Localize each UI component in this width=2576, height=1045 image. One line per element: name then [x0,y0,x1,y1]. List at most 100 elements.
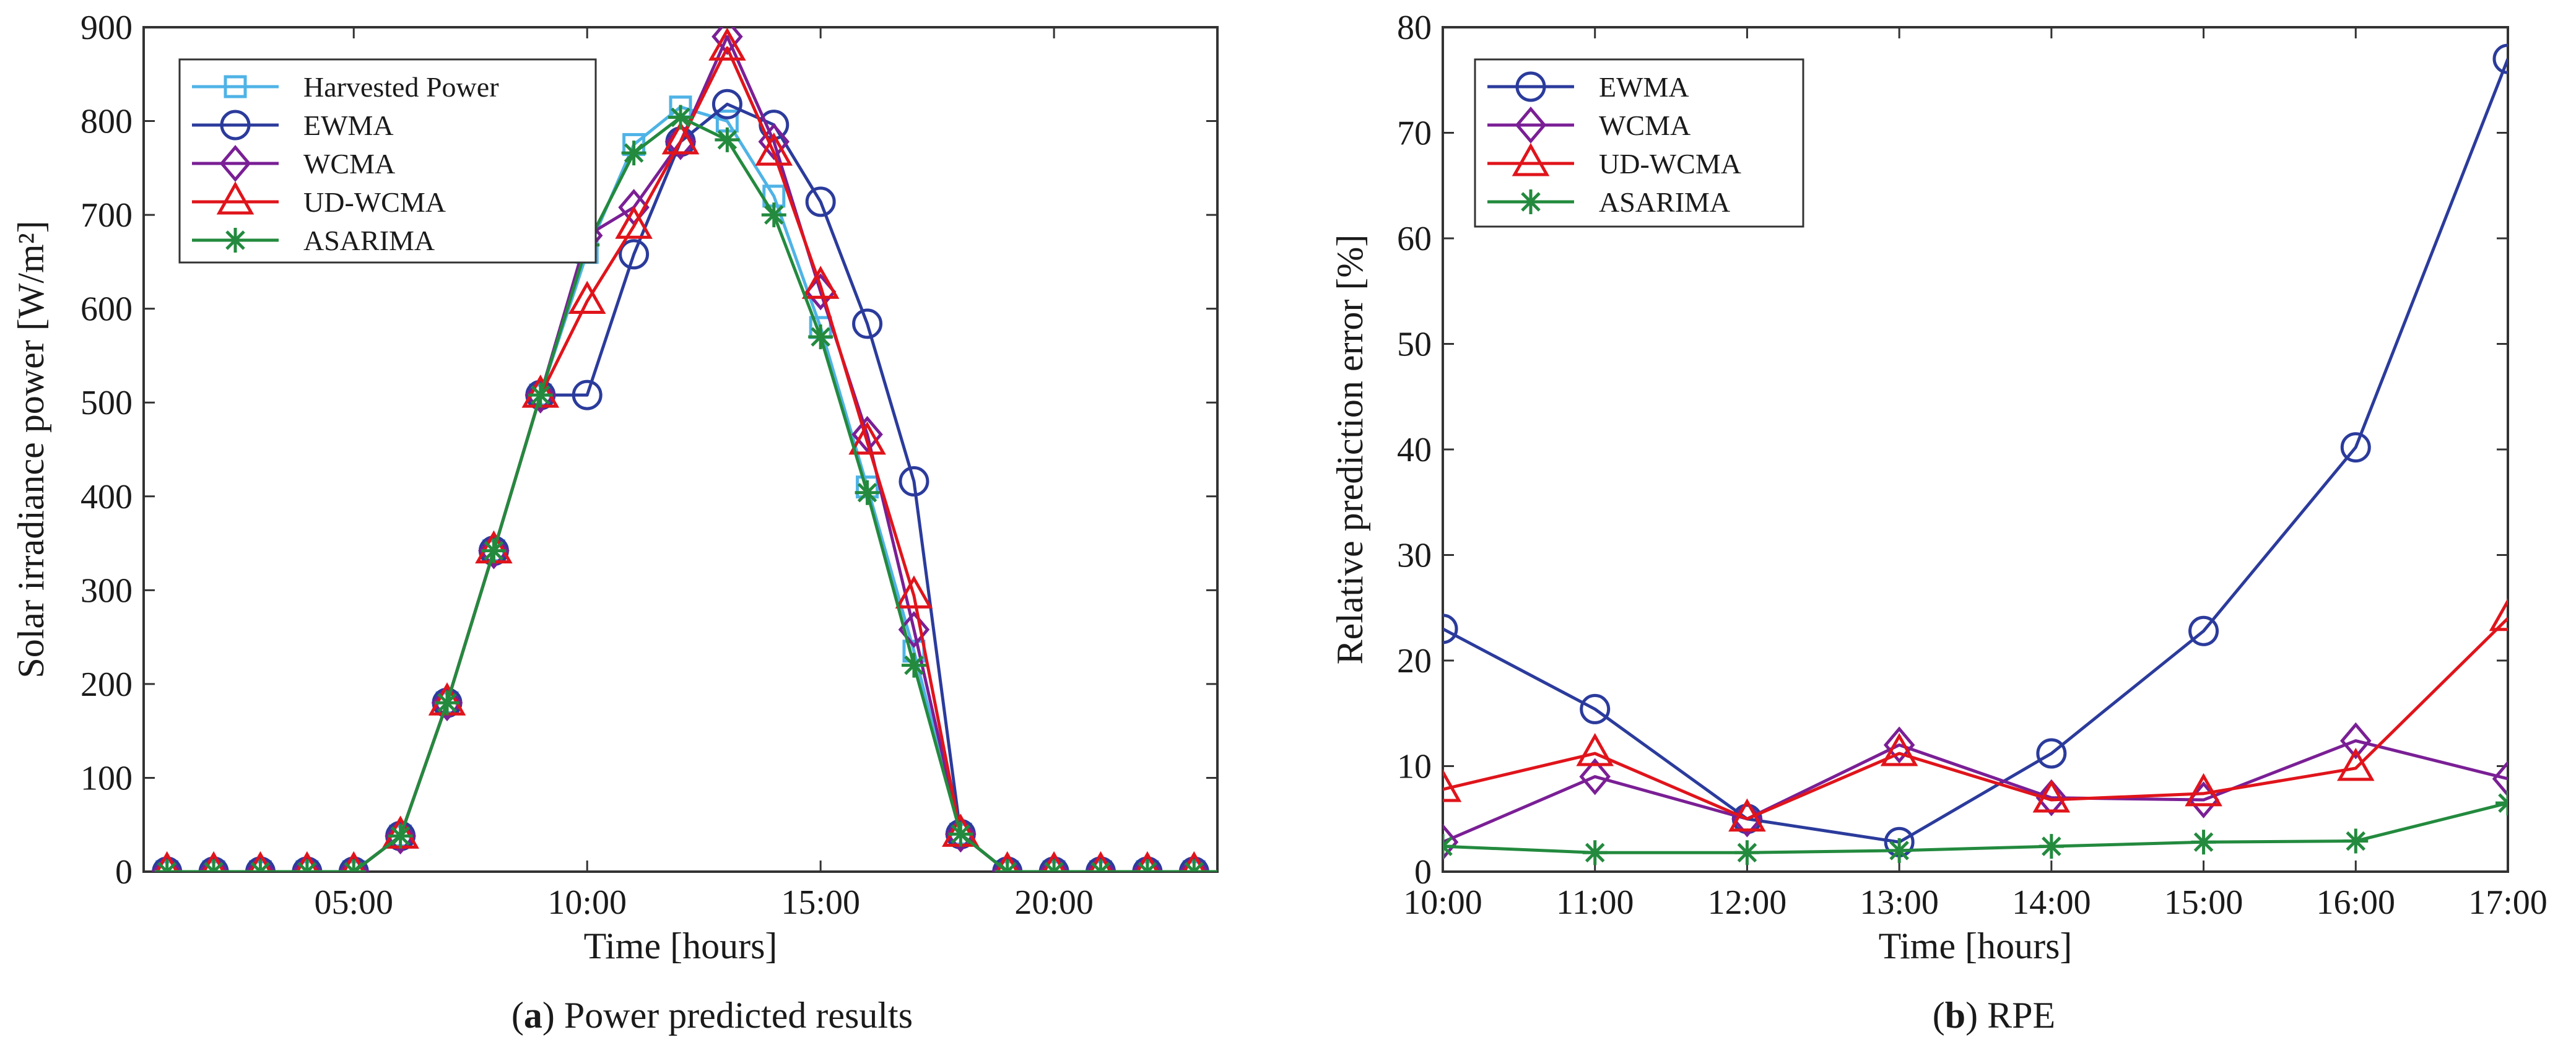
series-line [1443,801,2508,854]
data-point-marker [155,851,179,872]
data-point-marker [568,280,606,314]
data-point-marker [805,186,836,217]
series-line [167,115,1217,872]
data-point-marker [248,859,273,872]
data-point-marker [1883,726,1915,764]
y-tick-label: 400 [80,478,133,516]
data-point-marker [758,123,790,160]
data-point-marker [755,132,793,166]
data-point-marker [1576,732,1614,766]
data-point-marker [992,856,1023,872]
data-point-marker [1227,856,1255,888]
x-axis-title: Time [hours] [584,926,778,966]
data-point-marker [294,859,320,872]
legend: Harvested Power EWMA WCMA UD-WCMA ASARIMA [178,58,597,264]
data-point-marker [245,853,276,872]
legend-label: ASARIMA [1599,186,1730,218]
data-point-marker [1178,856,1209,872]
x-tick-label: 16:00 [2317,883,2396,922]
data-point-marker [1443,614,1458,644]
legend-item: EWMA [1487,71,1689,103]
data-point-marker [808,324,833,350]
legend-marker [220,110,251,141]
data-point-marker [435,690,460,716]
data-point-marker [1728,798,1766,832]
data-point-marker [388,823,413,849]
data-point-marker [152,856,183,872]
data-point-marker [1182,851,1206,872]
data-point-marker [2039,834,2064,859]
y-tick-label: 800 [80,103,133,141]
x-tick-label: 10:00 [547,883,627,922]
x-tick-label: 11:00 [1556,883,1634,922]
data-point-marker [572,379,603,410]
data-point-marker [668,105,693,130]
legend-label: WCMA [303,148,395,180]
legend-label: Harvested Power [303,71,499,103]
legend-item: UD-WCMA [1487,142,1741,180]
data-point-marker [1085,853,1116,872]
data-point-marker [1880,732,1918,766]
y-axis-title: Solar irradiance power [W/m²] [11,220,51,678]
y-tick-label: 30 [1397,537,1432,575]
data-point-marker [198,853,230,872]
legend-item: WCMA [1487,106,1690,144]
data-point-marker [1086,856,1116,872]
data-point-marker [2340,432,2371,463]
data-point-marker [154,859,180,872]
data-point-marker [855,480,880,505]
legend-item: Harvested Power [192,71,499,103]
data-point-marker [1136,851,1159,872]
data-point-marker [1231,862,1251,882]
series-asarima [154,105,1217,872]
data-point-marker [2185,773,2222,807]
data-point-marker [2188,615,2219,646]
data-point-marker [1042,851,1066,872]
legend-marker [1515,71,1546,102]
data-point-marker [431,684,463,722]
data-point-marker [761,202,786,228]
data-point-marker [708,27,746,61]
y-tick-label: 500 [80,384,133,422]
data-point-marker [481,538,507,563]
y-tick-label: 70 [1397,115,1432,153]
legend-label: UD-WCMA [1599,148,1741,180]
data-point-marker [524,376,557,414]
legend-marker [219,145,251,182]
data-point-marker [621,141,646,166]
data-point-marker [994,859,1020,872]
y-tick-label: 0 [115,853,133,891]
x-tick-label: 12:00 [1708,883,1787,922]
data-point-marker [899,466,929,497]
caption-paren: ) [1965,995,1978,1036]
data-point-marker [1582,840,1608,865]
series-line [167,105,1217,872]
legend-label: UD-WCMA [303,186,446,218]
data-point-marker [1131,853,1164,872]
data-point-marker [1580,693,1611,724]
data-point-marker [664,123,697,160]
legend: EWMA WCMA UD-WCMA ASARIMA [1474,58,1804,228]
y-tick-label: 300 [80,571,133,610]
data-point-marker [895,575,933,609]
data-point-marker [1132,856,1163,872]
legend-label: EWMA [1599,71,1689,103]
data-point-marker [151,853,183,872]
data-point-marker [2032,779,2071,813]
series-ud-wcma [1443,597,2508,832]
data-point-marker [852,308,883,339]
series-ud-wcma [155,27,1217,872]
series-line [1443,58,2508,844]
data-point-marker [2489,597,2508,631]
plot-area [1443,43,2508,865]
data-point-marker [385,817,416,855]
figure-caption: (b) RPE [1933,995,2055,1036]
data-point-marker [202,851,225,872]
data-point-marker [1038,856,1069,872]
x-tick-label: 15:00 [781,883,860,922]
legend-marker [1518,189,1543,214]
data-point-marker [801,266,840,299]
y-tick-label: 50 [1397,326,1432,364]
data-point-marker [198,856,229,872]
